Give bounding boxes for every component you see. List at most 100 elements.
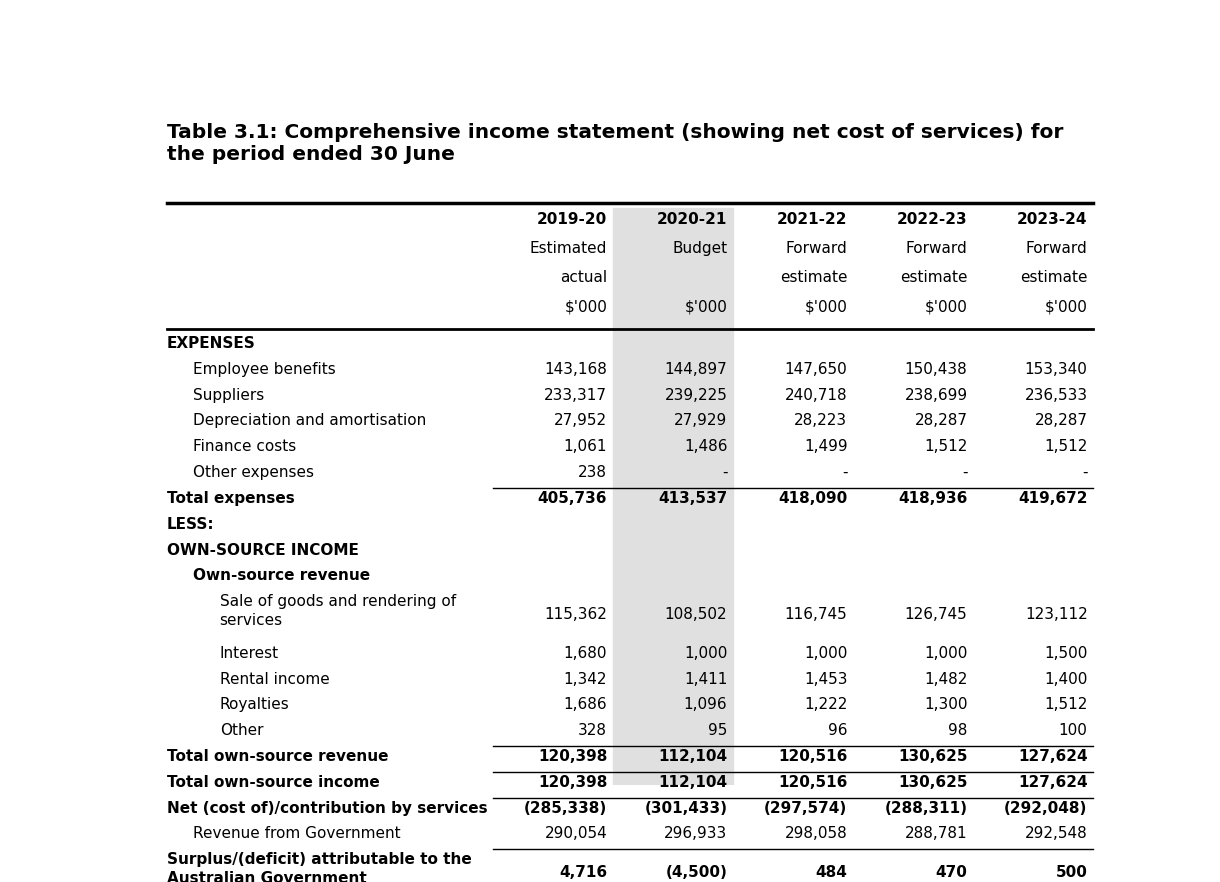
Text: (301,433): (301,433) bbox=[644, 801, 727, 816]
Text: Employee benefits: Employee benefits bbox=[193, 362, 336, 377]
Text: -: - bbox=[963, 465, 967, 480]
Text: Own-source revenue: Own-source revenue bbox=[193, 568, 371, 583]
Text: 1,680: 1,680 bbox=[564, 646, 608, 661]
Text: 120,398: 120,398 bbox=[538, 774, 608, 789]
Text: 1,486: 1,486 bbox=[684, 439, 727, 454]
Text: Revenue from Government: Revenue from Government bbox=[193, 826, 401, 841]
Text: 130,625: 130,625 bbox=[898, 749, 967, 764]
Text: (292,048): (292,048) bbox=[1004, 801, 1087, 816]
Text: 130,625: 130,625 bbox=[898, 774, 967, 789]
Text: 1,096: 1,096 bbox=[683, 698, 727, 713]
Text: Depreciation and amortisation: Depreciation and amortisation bbox=[193, 414, 427, 429]
Text: Total expenses: Total expenses bbox=[167, 491, 294, 506]
Text: 28,287: 28,287 bbox=[915, 414, 967, 429]
Text: (285,338): (285,338) bbox=[525, 801, 608, 816]
Text: 120,516: 120,516 bbox=[778, 749, 848, 764]
Text: 470: 470 bbox=[936, 865, 967, 880]
Text: (4,500): (4,500) bbox=[665, 865, 727, 880]
Text: 298,058: 298,058 bbox=[784, 826, 848, 841]
Text: 2019-20: 2019-20 bbox=[537, 212, 608, 227]
Text: Forward: Forward bbox=[905, 241, 967, 256]
Text: Surplus/(deficit) attributable to the
Australian Government: Surplus/(deficit) attributable to the Au… bbox=[167, 852, 471, 882]
Text: 233,317: 233,317 bbox=[544, 388, 608, 403]
Text: Budget: Budget bbox=[672, 241, 727, 256]
Text: 120,516: 120,516 bbox=[778, 774, 848, 789]
Text: 1,400: 1,400 bbox=[1044, 671, 1087, 686]
Text: 123,112: 123,112 bbox=[1025, 607, 1087, 622]
Bar bbox=[612, 208, 733, 882]
Text: 328: 328 bbox=[578, 723, 608, 738]
Text: Other expenses: Other expenses bbox=[193, 465, 315, 480]
Text: 2022-23: 2022-23 bbox=[897, 212, 967, 227]
Text: 28,287: 28,287 bbox=[1035, 414, 1087, 429]
Text: Rental income: Rental income bbox=[220, 671, 329, 686]
Text: 115,362: 115,362 bbox=[544, 607, 608, 622]
Text: 1,000: 1,000 bbox=[924, 646, 967, 661]
Text: 405,736: 405,736 bbox=[538, 491, 608, 506]
Text: 126,745: 126,745 bbox=[905, 607, 967, 622]
Text: 28,223: 28,223 bbox=[794, 414, 848, 429]
Text: 1,300: 1,300 bbox=[924, 698, 967, 713]
Text: 1,061: 1,061 bbox=[564, 439, 608, 454]
Text: 239,225: 239,225 bbox=[665, 388, 727, 403]
Text: 1,686: 1,686 bbox=[564, 698, 608, 713]
Text: -: - bbox=[842, 465, 848, 480]
Text: 120,398: 120,398 bbox=[538, 749, 608, 764]
Text: Estimated: Estimated bbox=[529, 241, 608, 256]
Text: OWN-SOURCE INCOME: OWN-SOURCE INCOME bbox=[167, 542, 359, 557]
Text: 500: 500 bbox=[1055, 865, 1087, 880]
Text: (288,311): (288,311) bbox=[884, 801, 967, 816]
Text: 1,342: 1,342 bbox=[564, 671, 608, 686]
Text: 238: 238 bbox=[578, 465, 608, 480]
Text: 419,672: 419,672 bbox=[1019, 491, 1087, 506]
Text: 236,533: 236,533 bbox=[1025, 388, 1087, 403]
Text: 127,624: 127,624 bbox=[1017, 749, 1087, 764]
Text: 4,716: 4,716 bbox=[559, 865, 608, 880]
Text: 238,699: 238,699 bbox=[904, 388, 967, 403]
Text: 112,104: 112,104 bbox=[659, 774, 727, 789]
Text: Suppliers: Suppliers bbox=[193, 388, 265, 403]
Text: LESS:: LESS: bbox=[167, 517, 215, 532]
Text: 2020-21: 2020-21 bbox=[658, 212, 727, 227]
Text: $'000: $'000 bbox=[925, 299, 967, 314]
Text: 292,548: 292,548 bbox=[1025, 826, 1087, 841]
Text: $'000: $'000 bbox=[1044, 299, 1087, 314]
Text: 150,438: 150,438 bbox=[905, 362, 967, 377]
Text: Interest: Interest bbox=[220, 646, 278, 661]
Text: 1,512: 1,512 bbox=[924, 439, 967, 454]
Text: 108,502: 108,502 bbox=[665, 607, 727, 622]
Text: 100: 100 bbox=[1059, 723, 1087, 738]
Text: 296,933: 296,933 bbox=[664, 826, 727, 841]
Text: $'000: $'000 bbox=[804, 299, 848, 314]
Text: 147,650: 147,650 bbox=[784, 362, 848, 377]
Text: 413,537: 413,537 bbox=[658, 491, 727, 506]
Text: 288,781: 288,781 bbox=[905, 826, 967, 841]
Text: (297,574): (297,574) bbox=[764, 801, 848, 816]
Text: 143,168: 143,168 bbox=[544, 362, 608, 377]
Text: 1,512: 1,512 bbox=[1044, 698, 1087, 713]
Text: 116,745: 116,745 bbox=[784, 607, 848, 622]
Text: 27,952: 27,952 bbox=[554, 414, 608, 429]
Text: 1,482: 1,482 bbox=[924, 671, 967, 686]
Text: Total own-source revenue: Total own-source revenue bbox=[167, 749, 388, 764]
Text: 95: 95 bbox=[708, 723, 727, 738]
Text: 484: 484 bbox=[815, 865, 848, 880]
Text: 290,054: 290,054 bbox=[544, 826, 608, 841]
Text: 418,090: 418,090 bbox=[778, 491, 848, 506]
Text: -: - bbox=[722, 465, 727, 480]
Text: Total own-source income: Total own-source income bbox=[167, 774, 379, 789]
Text: -: - bbox=[1082, 465, 1087, 480]
Text: Forward: Forward bbox=[786, 241, 848, 256]
Text: 1,453: 1,453 bbox=[804, 671, 848, 686]
Text: estimate: estimate bbox=[900, 270, 967, 285]
Text: 127,624: 127,624 bbox=[1017, 774, 1087, 789]
Text: actual: actual bbox=[560, 270, 608, 285]
Text: Royalties: Royalties bbox=[220, 698, 289, 713]
Text: Finance costs: Finance costs bbox=[193, 439, 296, 454]
Text: 418,936: 418,936 bbox=[898, 491, 967, 506]
Text: Net (cost of)/contribution by services: Net (cost of)/contribution by services bbox=[167, 801, 487, 816]
Text: 2021-22: 2021-22 bbox=[777, 212, 848, 227]
Text: 1,000: 1,000 bbox=[804, 646, 848, 661]
Text: 2023-24: 2023-24 bbox=[1017, 212, 1087, 227]
Text: 1,499: 1,499 bbox=[804, 439, 848, 454]
